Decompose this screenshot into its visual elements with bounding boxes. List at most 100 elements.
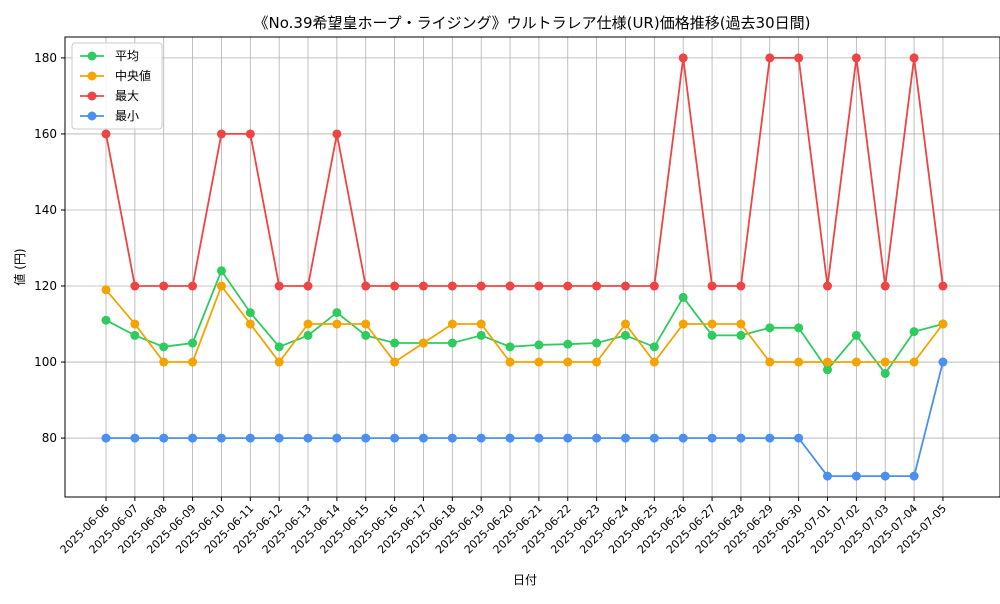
data-point	[909, 471, 919, 481]
data-point	[707, 319, 717, 329]
data-point	[418, 433, 428, 443]
data-point	[592, 281, 602, 291]
data-point	[707, 433, 717, 443]
data-point	[303, 330, 313, 340]
data-point	[130, 281, 140, 291]
data-point	[534, 433, 544, 443]
data-point	[390, 281, 400, 291]
data-point	[274, 433, 284, 443]
data-point	[245, 319, 255, 329]
data-point	[563, 357, 573, 367]
data-point	[851, 330, 861, 340]
data-point	[765, 357, 775, 367]
data-point	[851, 53, 861, 63]
data-point	[245, 433, 255, 443]
series-0	[101, 266, 948, 378]
legend-label: 中央値	[115, 68, 151, 83]
legend-swatch-marker	[87, 111, 97, 121]
data-point	[101, 285, 111, 295]
data-point	[851, 471, 861, 481]
data-point	[274, 281, 284, 291]
data-point	[938, 319, 948, 329]
data-point	[534, 340, 544, 350]
data-point	[159, 357, 169, 367]
y-tick-label: 80	[42, 431, 57, 445]
x-axis-label: 日付	[513, 573, 537, 587]
data-point	[794, 357, 804, 367]
plot-frame	[64, 36, 1000, 498]
series-layer	[101, 53, 948, 481]
data-point	[505, 433, 515, 443]
data-point	[361, 281, 371, 291]
y-tick-label: 160	[34, 127, 57, 141]
legend-item: 平均	[80, 49, 139, 63]
legend-label: 最大	[115, 89, 139, 103]
data-point	[332, 129, 342, 139]
data-point	[390, 433, 400, 443]
series-2	[101, 53, 948, 291]
data-point	[447, 319, 457, 329]
data-point	[678, 292, 688, 302]
data-point	[534, 281, 544, 291]
data-point	[159, 342, 169, 352]
data-point	[620, 319, 630, 329]
data-point	[303, 319, 313, 329]
data-point	[476, 433, 486, 443]
data-point	[938, 357, 948, 367]
data-point	[303, 281, 313, 291]
data-point	[216, 266, 226, 276]
data-point	[505, 342, 515, 352]
data-point	[274, 342, 284, 352]
axes: 2025-06-062025-06-072025-06-082025-06-09…	[34, 51, 949, 556]
data-point	[101, 129, 111, 139]
data-point	[649, 357, 659, 367]
data-point	[390, 338, 400, 348]
data-point	[159, 433, 169, 443]
data-point	[447, 281, 457, 291]
data-point	[823, 281, 832, 291]
data-point	[361, 433, 371, 443]
data-point	[563, 433, 573, 443]
data-point	[592, 357, 602, 367]
data-point	[823, 357, 832, 367]
data-point	[736, 433, 746, 443]
series-line	[105, 284, 944, 364]
data-point	[534, 357, 544, 367]
data-point	[188, 357, 198, 367]
data-point	[418, 281, 428, 291]
data-point	[188, 433, 198, 443]
data-point	[390, 357, 400, 367]
data-point	[765, 433, 775, 443]
data-point	[332, 319, 342, 329]
legend-frame	[71, 42, 163, 130]
data-point	[794, 433, 804, 443]
data-point	[245, 308, 255, 318]
data-point	[794, 323, 804, 333]
legend-label: 最小	[115, 109, 139, 123]
data-point	[823, 365, 832, 375]
data-point	[707, 281, 717, 291]
data-point	[101, 315, 111, 325]
legend-item: 中央値	[80, 68, 151, 83]
data-point	[130, 433, 140, 443]
data-point	[592, 433, 602, 443]
data-point	[216, 281, 226, 291]
data-point	[447, 433, 457, 443]
series-line	[105, 57, 944, 287]
data-point	[216, 433, 226, 443]
data-point	[851, 357, 861, 367]
data-point	[909, 357, 919, 367]
data-point	[620, 433, 630, 443]
data-point	[245, 129, 255, 139]
data-point	[736, 319, 746, 329]
data-point	[649, 342, 659, 352]
legend-label: 平均	[115, 49, 139, 63]
data-point	[649, 281, 659, 291]
data-point	[188, 281, 198, 291]
series-3	[101, 357, 948, 481]
data-point	[649, 433, 659, 443]
legend-swatch-marker	[87, 71, 97, 81]
data-point	[303, 433, 313, 443]
